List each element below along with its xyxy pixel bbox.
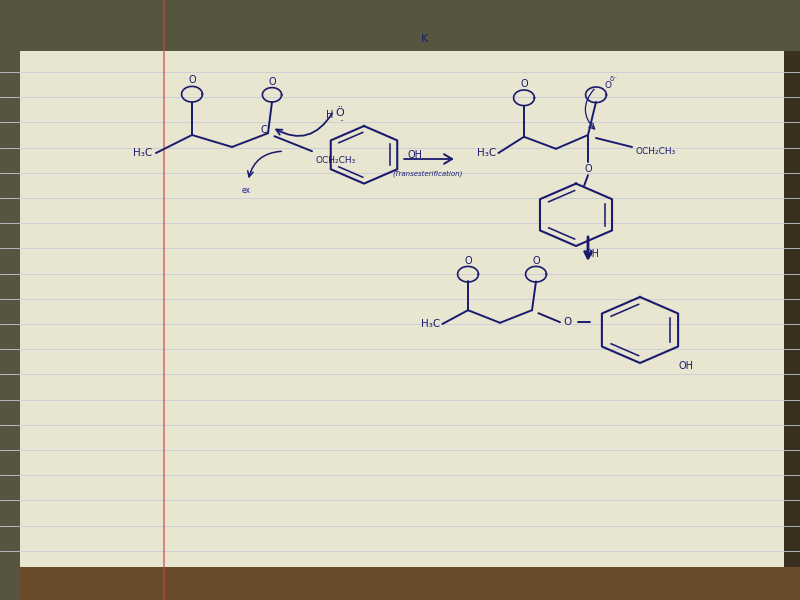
Text: O: O bbox=[564, 317, 572, 327]
Text: OH: OH bbox=[585, 249, 599, 259]
Text: O: O bbox=[584, 164, 592, 174]
Text: (Transesterification): (Transesterification) bbox=[393, 170, 463, 178]
Text: ex: ex bbox=[242, 185, 251, 194]
Text: O: O bbox=[532, 256, 540, 266]
FancyBboxPatch shape bbox=[0, 0, 20, 600]
Text: OCH₂CH₃: OCH₂CH₃ bbox=[316, 156, 356, 165]
Text: O: O bbox=[605, 80, 611, 89]
Text: K: K bbox=[420, 34, 428, 44]
Text: O: O bbox=[520, 79, 528, 89]
Text: O: O bbox=[464, 256, 472, 266]
Text: H₃C: H₃C bbox=[133, 148, 152, 158]
Text: δ⁻: δ⁻ bbox=[610, 76, 618, 82]
FancyBboxPatch shape bbox=[16, 24, 784, 576]
Text: ..: .. bbox=[339, 116, 344, 122]
Text: O: O bbox=[188, 75, 196, 85]
Text: H₃C: H₃C bbox=[477, 148, 496, 158]
Text: OH: OH bbox=[678, 361, 694, 371]
Text: OH: OH bbox=[408, 150, 423, 160]
Text: H: H bbox=[326, 110, 334, 120]
FancyBboxPatch shape bbox=[0, 0, 800, 51]
Text: OCH₂CH₃: OCH₂CH₃ bbox=[636, 146, 676, 155]
Text: H₃C: H₃C bbox=[421, 319, 440, 329]
Text: Ö: Ö bbox=[336, 108, 344, 118]
FancyBboxPatch shape bbox=[0, 567, 800, 600]
Text: O: O bbox=[268, 77, 276, 87]
Text: C: C bbox=[261, 125, 267, 135]
